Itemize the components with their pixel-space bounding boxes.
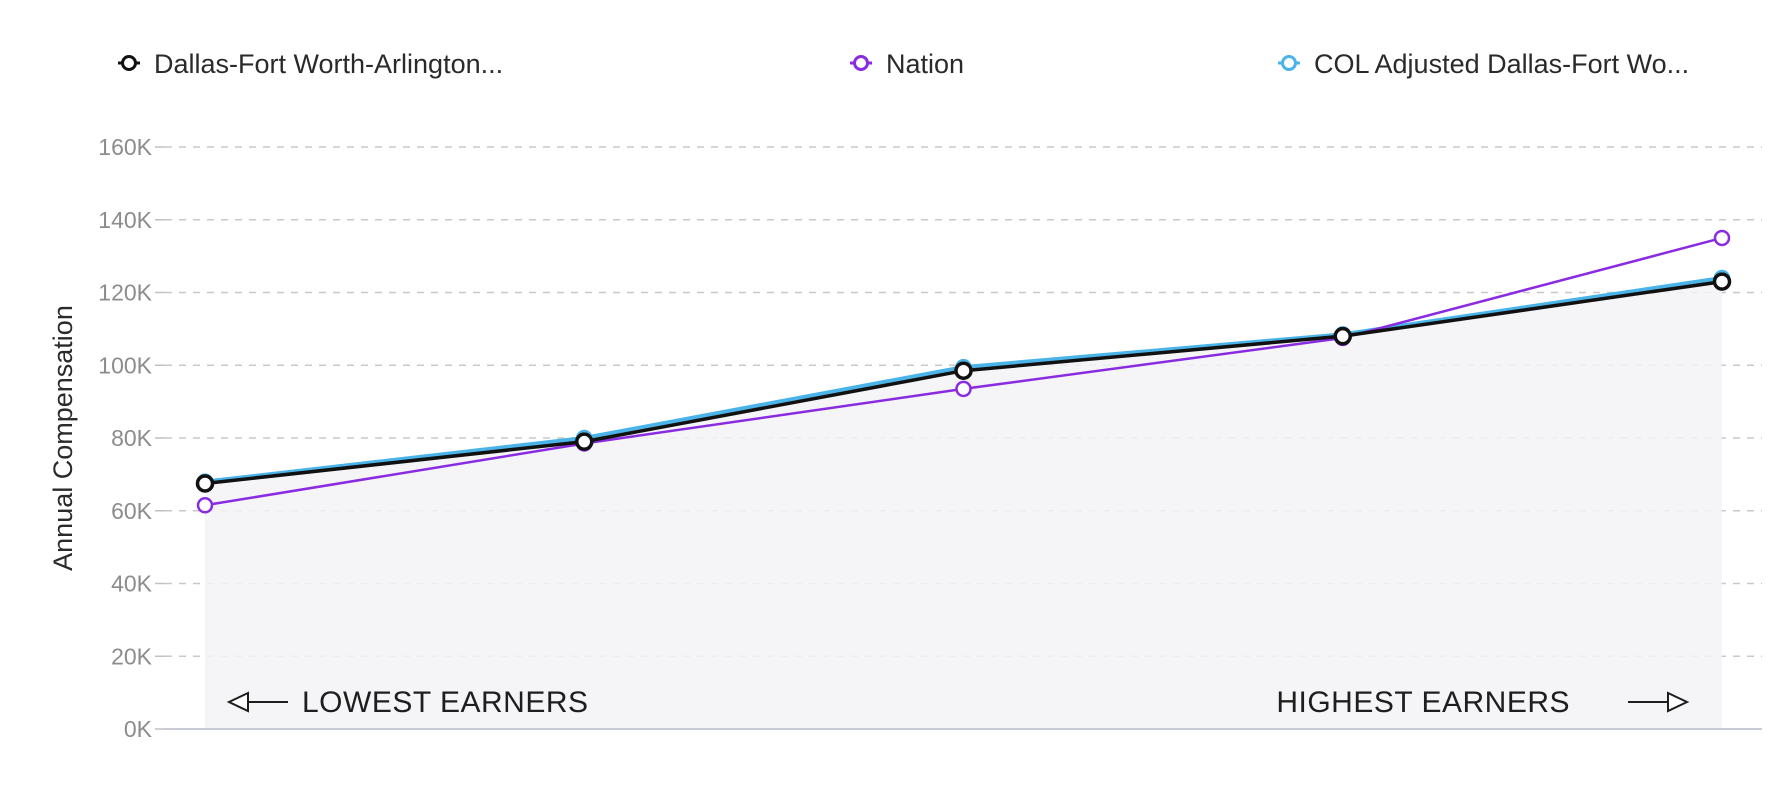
data-point[interactable] [1333, 326, 1352, 346]
y-tick-label: 120K [98, 280, 152, 306]
left-arrow-icon [226, 691, 288, 713]
area-fill [205, 281, 1722, 729]
legend-item[interactable]: Nation [850, 49, 964, 79]
highest-earners-label: HIGHEST EARNERS [1276, 686, 1570, 719]
highest-earners-annotation: HIGHEST EARNERS [1276, 686, 1690, 719]
right-arrow-icon [1628, 691, 1690, 713]
legend-item[interactable]: Dallas-Fort Worth-Arlington... [118, 49, 503, 79]
data-point[interactable] [575, 432, 594, 451]
legend-label: Nation [886, 49, 964, 79]
y-tick-label: 60K [111, 498, 153, 524]
lowest-earners-label: LOWEST EARNERS [302, 686, 589, 719]
data-point[interactable] [196, 497, 214, 514]
data-point[interactable] [1713, 229, 1731, 247]
legend-marker-icon [1281, 55, 1297, 71]
legend-item[interactable]: COL Adjusted Dallas-Fort Wo... [1278, 49, 1689, 79]
y-tick-label: 0K [124, 716, 153, 742]
data-point[interactable] [955, 380, 972, 398]
legend: Dallas-Fort Worth-Arlington... Nation COL … [118, 49, 1689, 79]
y-tick-label: 140K [98, 207, 152, 233]
lowest-earners-annotation: LOWEST EARNERS [226, 686, 589, 719]
y-tick-label: 100K [98, 352, 152, 378]
legend-label: Dallas-Fort Worth-Arlington... [154, 49, 503, 79]
y-tick-label: 160K [98, 134, 152, 160]
legend-marker-icon [121, 55, 137, 71]
y-axis-label: Annual Compensation [48, 305, 78, 571]
series-lines [195, 229, 1732, 514]
data-point[interactable] [1712, 272, 1732, 291]
y-tick-label: 80K [111, 425, 153, 451]
legend-marker-icon [853, 55, 869, 71]
y-tick-label: 20K [111, 643, 153, 669]
y-axis-ticks: 0K 20K 40K 60K 80K 100K 120K 140K 160K [98, 134, 165, 742]
data-point[interactable] [954, 361, 973, 380]
legend-label: COL Adjusted Dallas-Fort Wo... [1314, 49, 1689, 79]
data-point[interactable] [195, 474, 215, 493]
y-tick-label: 40K [111, 571, 153, 597]
